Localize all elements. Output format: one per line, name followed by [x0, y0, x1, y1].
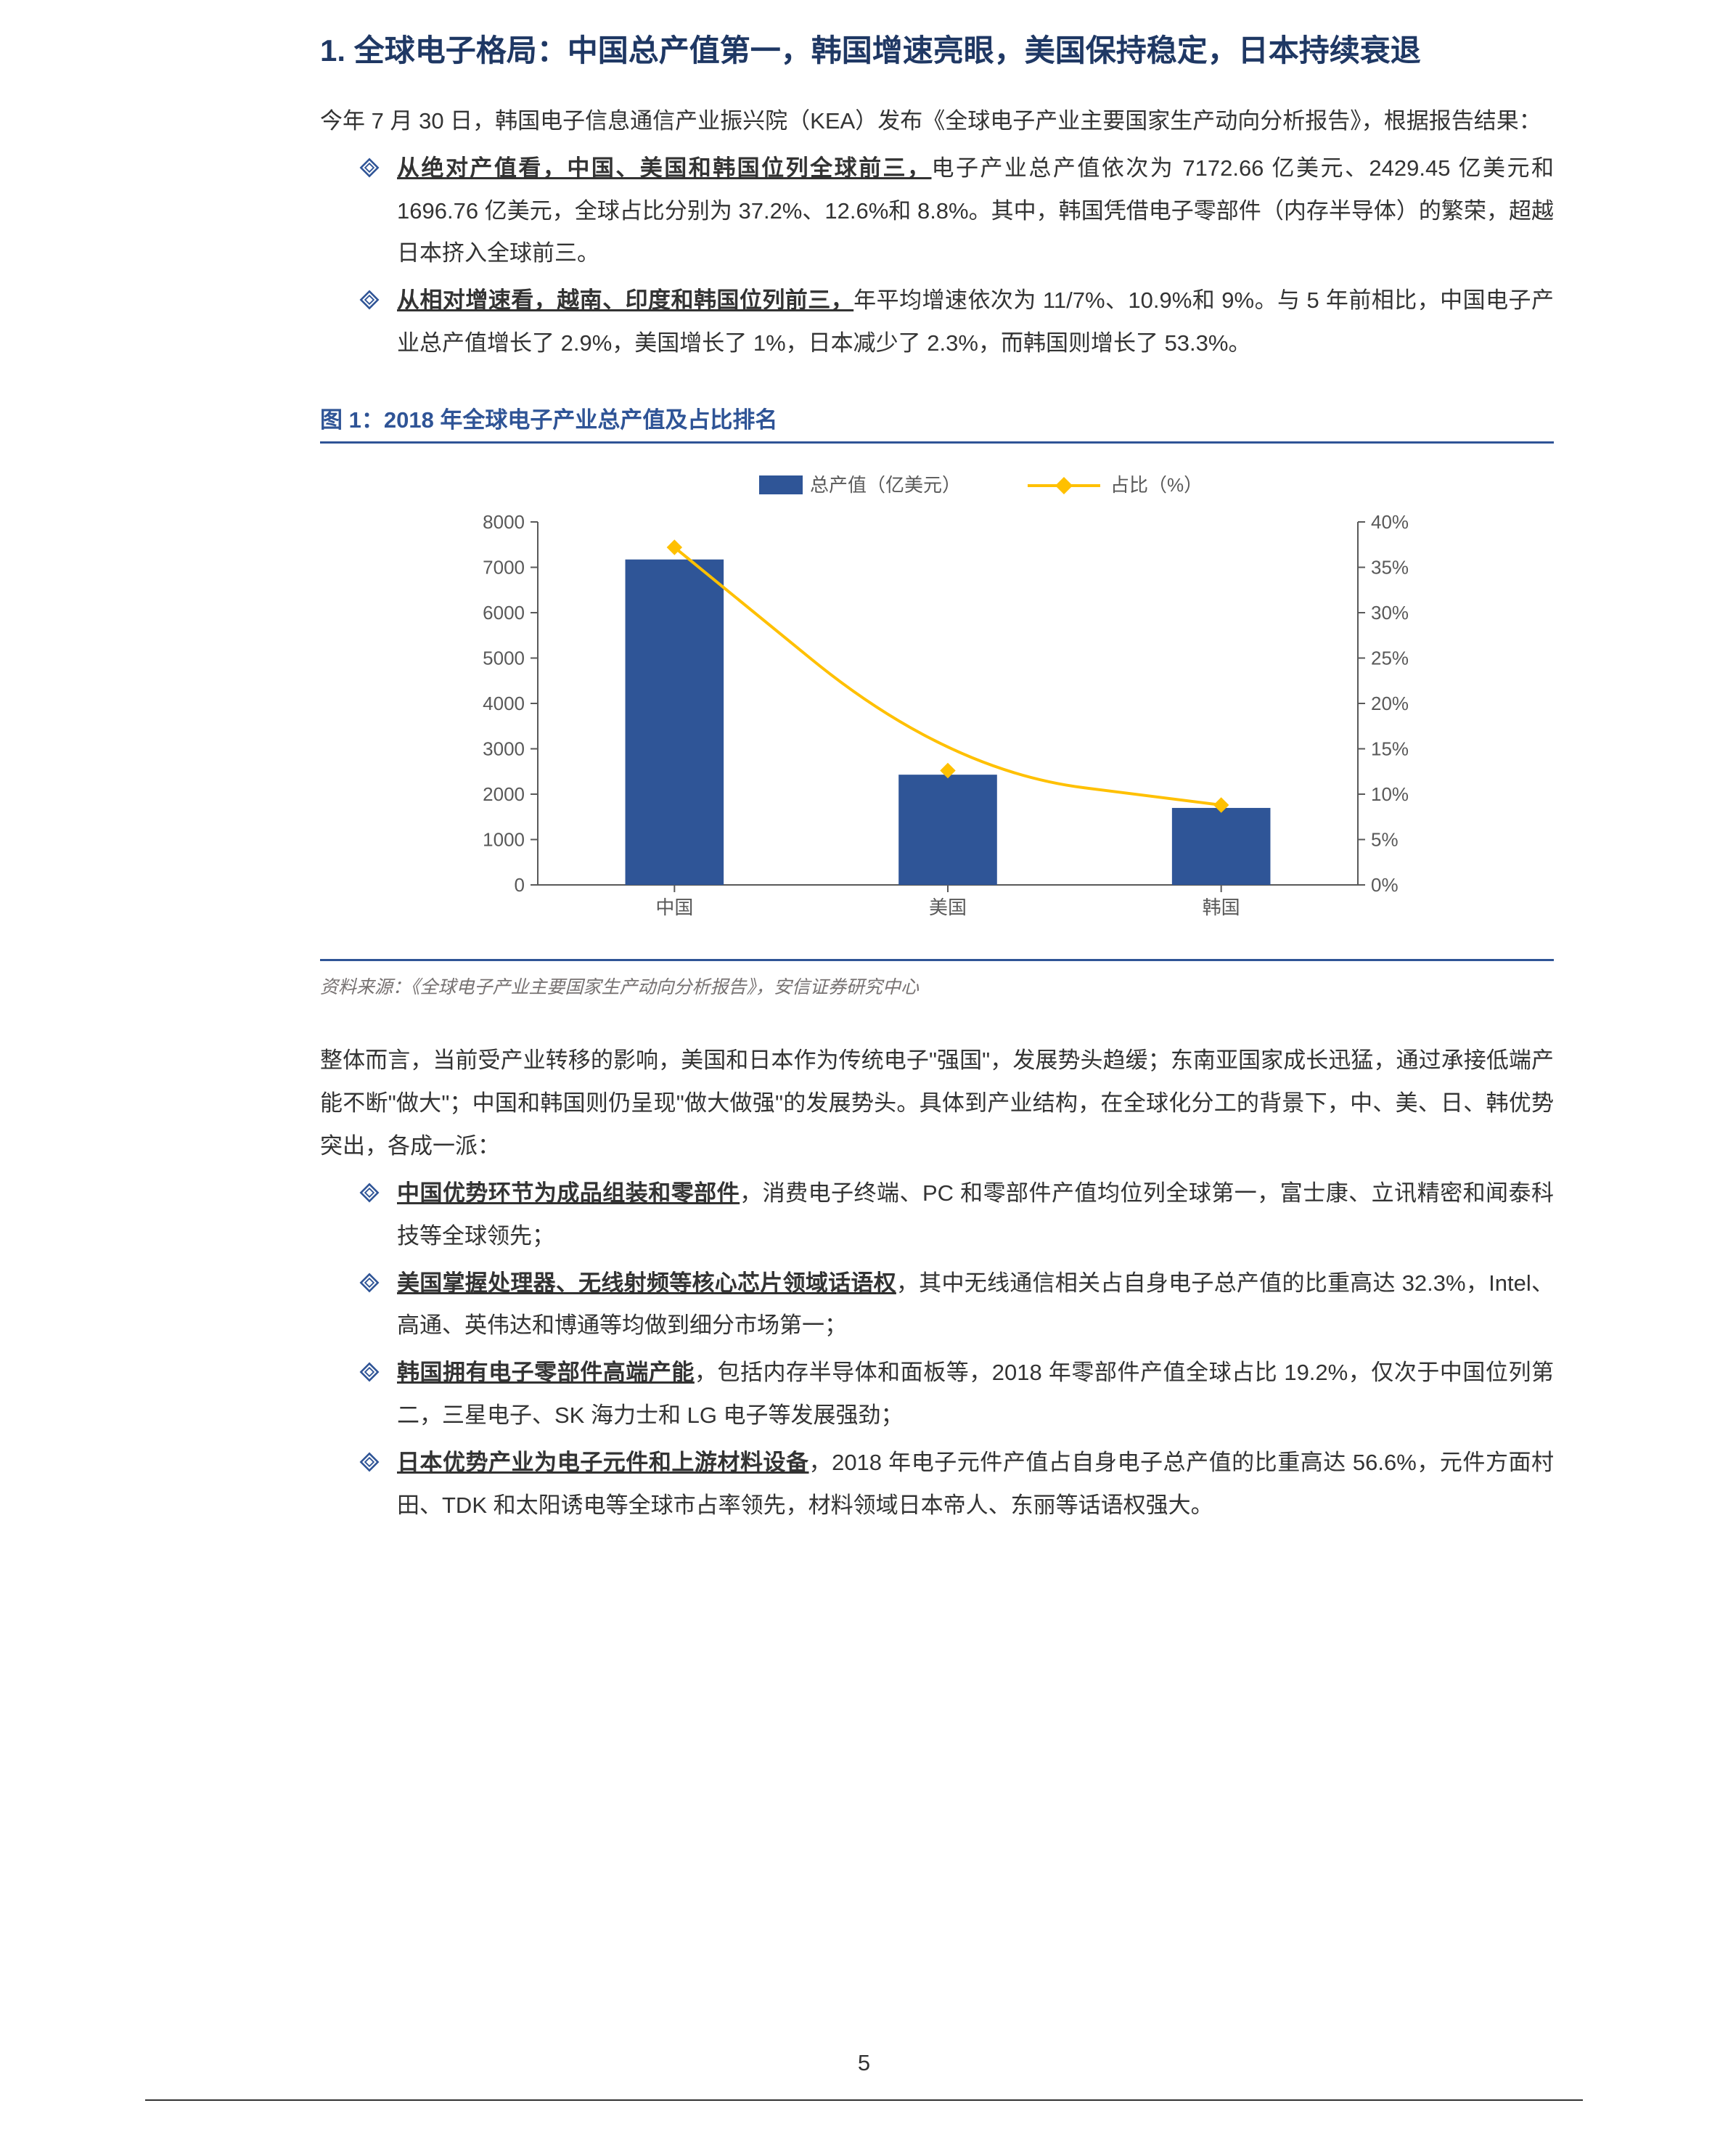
diamond-icon	[359, 1452, 380, 1472]
list-item: 日本优势产业为电子元件和上游材料设备，2018 年电子元件产值占自身电子总产值的…	[359, 1442, 1554, 1527]
svg-text:美国: 美国	[929, 897, 967, 918]
svg-text:中国: 中国	[655, 897, 693, 918]
bullet-lead: 日本优势产业为电子元件和上游材料设备	[397, 1450, 809, 1475]
bullet-lead: 从绝对产值看，中国、美国和韩国位列全球前三，	[397, 155, 932, 181]
bullet-lead: 美国掌握处理器、无线射频等核心芯片领域话语权	[397, 1270, 896, 1296]
svg-text:15%: 15%	[1371, 738, 1409, 760]
diamond-icon	[359, 1362, 380, 1382]
svg-text:占比（%）: 占比（%）	[1110, 474, 1203, 496]
diamond-icon	[359, 1273, 380, 1293]
figure-title: 图 1：2018 年全球电子产业总产值及占比排名	[320, 401, 1554, 434]
heading-number: 1.	[320, 33, 345, 68]
heading-title: 全球电子格局：中国总产值第一，韩国增速亮眼，美国保持稳定，日本持续衰退	[354, 33, 1421, 68]
list-item: 从相对增速看，越南、印度和韩国位列前三，年平均增速依次为 11/7%、10.9%…	[359, 279, 1554, 365]
list-item: 美国掌握处理器、无线射频等核心芯片领域话语权，其中无线通信相关占自身电子总产值的…	[359, 1262, 1554, 1348]
svg-text:7000: 7000	[483, 557, 525, 579]
svg-text:20%: 20%	[1371, 693, 1409, 714]
svg-text:韩国: 韩国	[1203, 897, 1240, 918]
figure-rule-bottom	[320, 959, 1554, 961]
svg-text:35%: 35%	[1371, 557, 1409, 579]
figure-source: 资料来源：《全球电子产业主要国家生产动向分析报告》，安信证券研究中心	[320, 973, 1554, 999]
svg-text:8000: 8000	[483, 511, 525, 533]
svg-text:6000: 6000	[483, 602, 525, 624]
paragraph-b: 整体而言，当前受产业转移的影响，美国和日本作为传统电子"强国"，发展势头趋缓；东…	[320, 1040, 1554, 1168]
svg-text:10%: 10%	[1371, 783, 1409, 805]
svg-text:5000: 5000	[483, 648, 525, 669]
list-item: 中国优势环节为成品组装和零部件，消费电子终端、PC 和零部件产值均位列全球第一，…	[359, 1172, 1554, 1258]
svg-text:0: 0	[515, 874, 525, 896]
chart-container: 总产值（亿美元） 占比（%） 0 1000 2000 3000 4000 5000 6000 70…	[320, 444, 1554, 950]
list-item: 韩国拥有电子零部件高端产能，包括内存半导体和面板等，2018 年零部件产值全球占…	[359, 1352, 1554, 1437]
svg-text:5%: 5%	[1371, 829, 1399, 851]
bullet-lead: 韩国拥有电子零部件高端产能	[397, 1360, 695, 1385]
diamond-icon	[359, 1183, 380, 1203]
bar-line-chart: 总产值（亿美元） 占比（%） 0 1000 2000 3000 4000 5000 6000 70…	[414, 457, 1459, 950]
intro-paragraph: 今年 7 月 30 日，韩国电子信息通信产业振兴院（KEA）发布《全球电子产业主…	[320, 100, 1554, 143]
page-content: 1. 全球电子格局：中国总产值第一，韩国增速亮眼，美国保持稳定，日本持续衰退 今…	[320, 22, 1554, 1532]
diamond-icon	[359, 290, 380, 310]
bullet-list-a: 从绝对产值看，中国、美国和韩国位列全球前三，电子产业总产值依次为 7172.66…	[359, 147, 1554, 365]
svg-text:总产值（亿美元）: 总产值（亿美元）	[810, 474, 961, 496]
footer-rule	[145, 2099, 1583, 2101]
svg-text:1000: 1000	[483, 829, 525, 851]
svg-text:40%: 40%	[1371, 511, 1409, 533]
list-item: 从绝对产值看，中国、美国和韩国位列全球前三，电子产业总产值依次为 7172.66…	[359, 147, 1554, 276]
svg-text:2000: 2000	[483, 783, 525, 805]
bullet-lead: 从相对增速看，越南、印度和韩国位列前三，	[397, 287, 853, 313]
svg-text:25%: 25%	[1371, 648, 1409, 669]
bullet-lead: 中国优势环节为成品组装和零部件	[397, 1180, 740, 1206]
svg-text:3000: 3000	[483, 738, 525, 760]
diamond-icon	[359, 158, 380, 178]
svg-text:30%: 30%	[1371, 602, 1409, 624]
page-number: 5	[0, 2050, 1728, 2076]
bullet-list-b: 中国优势环节为成品组装和零部件，消费电子终端、PC 和零部件产值均位列全球第一，…	[359, 1172, 1554, 1527]
svg-text:0%: 0%	[1371, 874, 1399, 896]
svg-text:4000: 4000	[483, 693, 525, 714]
section-heading: 1. 全球电子格局：中国总产值第一，韩国增速亮眼，美国保持稳定，日本持续衰退	[320, 22, 1554, 80]
